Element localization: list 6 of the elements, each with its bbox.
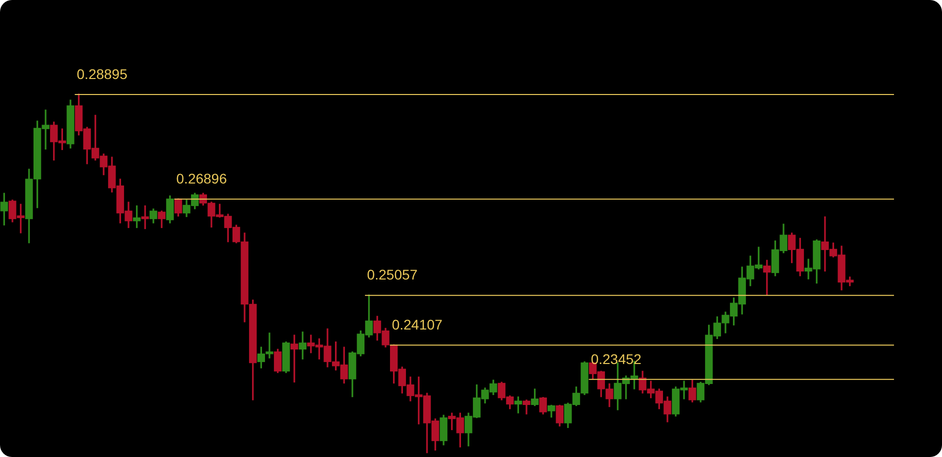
ref-line-label: 0.26896 xyxy=(176,170,228,186)
ref-line-label: 0.25057 xyxy=(366,266,418,283)
ref-line-label: 0.23452 xyxy=(590,350,642,367)
candlestick xyxy=(763,260,771,296)
ref-line-label: 0.28895 xyxy=(76,66,128,82)
ref-line-label: 0.24107 xyxy=(392,316,443,332)
